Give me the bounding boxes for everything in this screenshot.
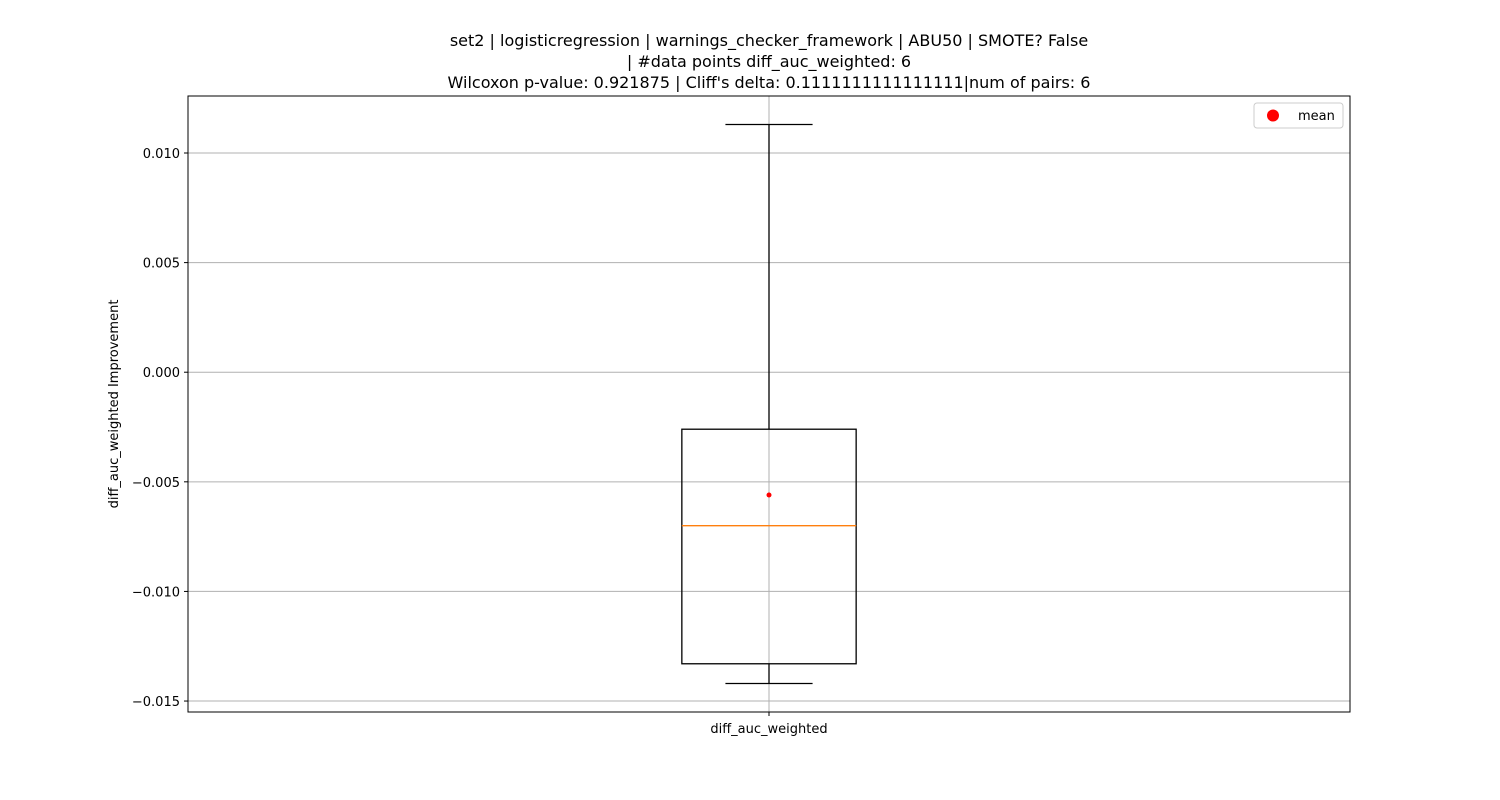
y-tick-label: −0.015: [132, 695, 180, 710]
iqr-box: [681, 428, 857, 665]
y-tick-label: −0.005: [132, 476, 180, 491]
legend: mean: [1253, 102, 1344, 129]
x-tick-label: diff_auc_weighted: [710, 722, 827, 737]
y-tick-label: −0.010: [132, 585, 180, 600]
box-plot: [681, 123, 857, 685]
x-axis-ticks: diff_auc_weighted: [710, 712, 828, 737]
y-tick-label: 0.010: [143, 147, 180, 162]
y-tick-label: 0.005: [143, 257, 180, 272]
chart-title-line-2: | #data points diff_auc_weighted: 6: [627, 52, 911, 72]
chart-title-line-3: Wilcoxon p-value: 0.921875 | Cliff's del…: [448, 73, 1091, 92]
y-axis-ticks: 0.010 0.005 0.000 −0.005 −0.010 −0.015: [132, 147, 188, 710]
legend-frame: [1253, 102, 1344, 129]
legend-mean-marker: [1267, 109, 1279, 122]
y-axis-label: diff_auc_weighted Improvement: [107, 300, 122, 509]
y-tick-label: 0.000: [143, 366, 180, 381]
chart-title-line-1: set2 | logisticregression | warnings_che…: [450, 31, 1088, 51]
mean-marker: [766, 492, 772, 498]
legend-mean-label: mean: [1298, 109, 1335, 124]
